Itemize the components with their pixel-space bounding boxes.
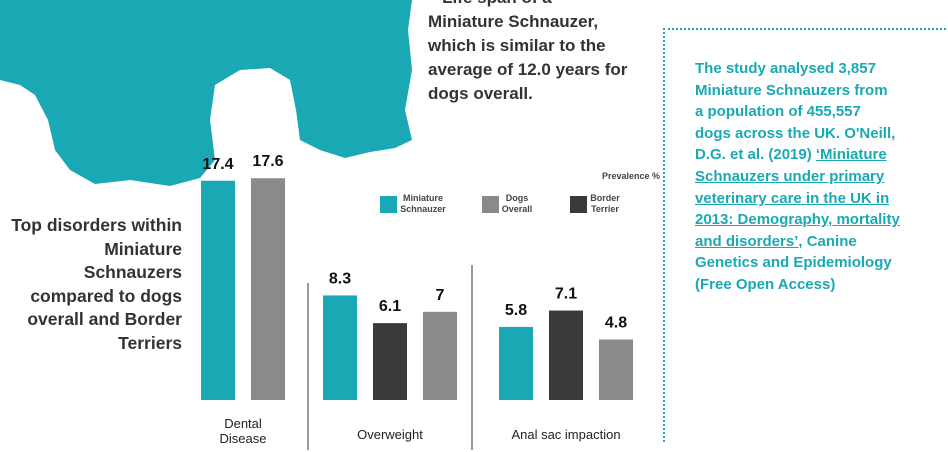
lifespan-text: – Life span of a Miniature Schnauzer, wh… [428, 0, 628, 106]
bar [499, 327, 533, 400]
value-label: 5.8 [505, 302, 527, 319]
category-label: Anal sac impaction [491, 427, 641, 442]
heading: Top disorders within Miniature Schnauzer… [10, 214, 182, 355]
value-label: 4.8 [605, 315, 627, 332]
category-label: Overweight [315, 427, 465, 442]
page: 17.4 17.6 8.3 6.1 7 5.8 7.1 4.8 Prevalence % – L… [0, 0, 948, 452]
legend-label: Miniature Schnauzer [390, 193, 456, 215]
value-label: 7.1 [555, 286, 577, 303]
bar [423, 312, 457, 400]
category-label: Dental Disease [208, 416, 278, 446]
note-box: The study analysed 3,857 Miniature Schna… [663, 28, 948, 442]
value-label: 17.6 [252, 153, 283, 170]
value-label: 17.4 [202, 156, 233, 173]
value-label: 6.1 [379, 298, 401, 315]
value-label: 7 [436, 287, 445, 304]
bar [599, 340, 633, 400]
bar [373, 323, 407, 400]
legend-label: Dogs Overall [492, 193, 542, 215]
value-label: 8.3 [329, 270, 351, 287]
note-text: The study analysed 3,857 Miniature Schna… [695, 58, 900, 296]
legend-label: Border Terrier [580, 193, 630, 215]
legend-title: Prevalence % [602, 171, 660, 181]
bar [251, 178, 285, 400]
bar [201, 181, 235, 400]
bar [549, 311, 583, 400]
bar [323, 295, 357, 400]
